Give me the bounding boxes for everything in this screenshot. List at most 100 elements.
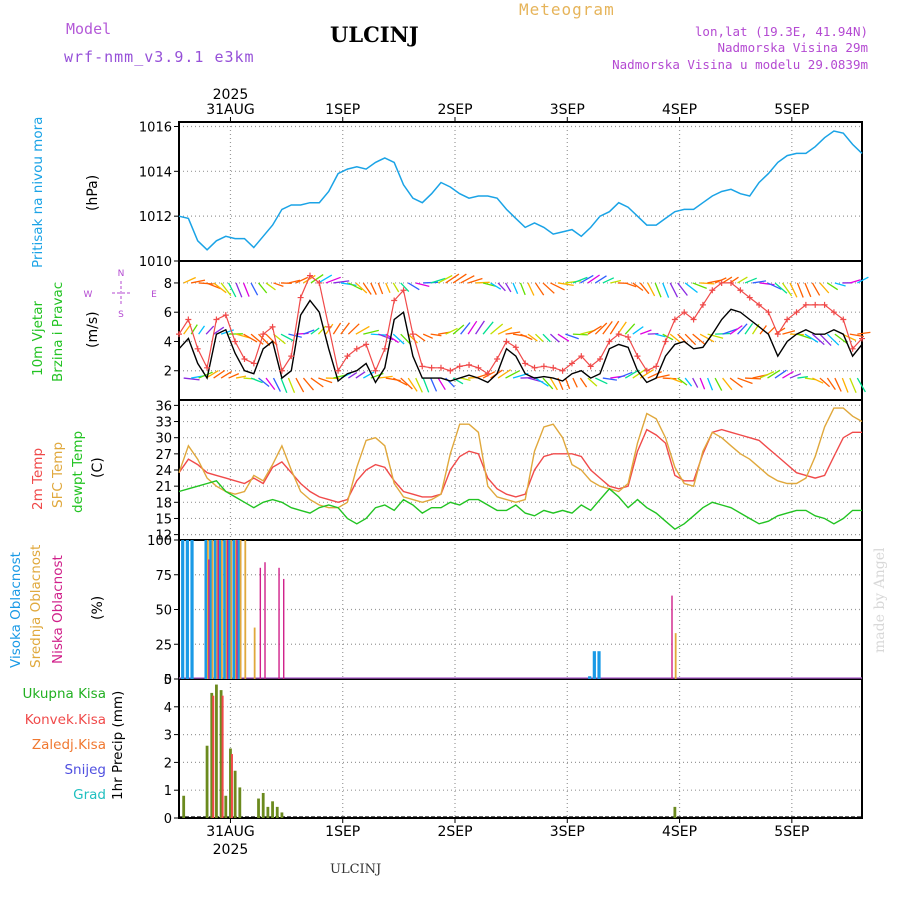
wind-barb xyxy=(242,282,250,297)
wind-barb xyxy=(467,320,478,335)
wind-barb xyxy=(647,371,662,379)
cloud-bar xyxy=(223,540,227,679)
wind-barb xyxy=(332,322,342,335)
wind-gust-marker xyxy=(662,338,669,345)
wind-gust-marker xyxy=(728,279,735,286)
cloud-bar xyxy=(592,651,596,679)
y-tick-label: 2 xyxy=(164,756,172,771)
cloud-bar xyxy=(221,540,223,679)
model-label: Model xyxy=(66,20,112,38)
wind-barb xyxy=(774,282,788,294)
precip-total-bar xyxy=(280,812,284,818)
wind-gust-marker xyxy=(437,364,444,371)
wind-barb xyxy=(841,377,849,393)
y-tick-label: 18 xyxy=(155,496,172,511)
wind-barb xyxy=(490,323,504,335)
wind-barb xyxy=(587,325,602,335)
year-label-bottom: 2025 xyxy=(213,842,249,858)
wind-barb xyxy=(654,282,662,298)
wind-barb xyxy=(714,377,723,391)
wind-barb xyxy=(392,377,408,386)
precip-total-bar xyxy=(229,748,232,818)
cloud-bar xyxy=(216,540,219,679)
precip-legend-frozen: Zaledj.Kisa xyxy=(31,737,106,753)
wind-barb xyxy=(550,282,565,291)
wind-barb xyxy=(789,373,802,379)
wind-barb xyxy=(310,377,324,388)
pressure-line xyxy=(178,130,863,251)
wind-barb xyxy=(437,377,446,391)
y-tick-label: 8 xyxy=(164,277,172,292)
wind-barb xyxy=(580,274,594,284)
wind-barb xyxy=(400,377,413,390)
date-label-bottom: 3SEP xyxy=(550,824,585,840)
y-tick-label: 3 xyxy=(164,729,172,744)
cloud-bar xyxy=(236,540,238,679)
wind-gust-marker xyxy=(802,301,809,308)
wind-gust-marker xyxy=(363,341,370,348)
wind-barb xyxy=(452,324,465,335)
wind-barb xyxy=(250,282,259,296)
wind-barb xyxy=(422,377,430,393)
wind-barb xyxy=(333,374,346,379)
wind-gust-marker xyxy=(550,364,557,371)
wind-barb xyxy=(355,325,370,335)
wind-speed-line xyxy=(178,299,863,384)
compass-letter: S xyxy=(118,310,124,320)
wind-barb xyxy=(804,333,819,343)
temp-sfc-line xyxy=(178,407,863,509)
wind-barb xyxy=(602,321,613,335)
wind-barb xyxy=(198,325,206,335)
wind-barb xyxy=(407,333,418,344)
wind-gust-marker xyxy=(681,309,688,316)
wind-gust-marker xyxy=(830,309,837,316)
wind-gust-marker xyxy=(531,364,538,371)
wind-barb xyxy=(205,282,221,290)
date-label-top: 1SEP xyxy=(325,102,360,118)
wind-gust-marker xyxy=(372,367,379,374)
wind-barb xyxy=(692,282,707,290)
wind-barb xyxy=(714,277,727,284)
cloud-bar xyxy=(588,676,592,679)
wind-barb xyxy=(475,281,490,284)
date-label-top: 3SEP xyxy=(550,102,585,118)
wind-barb xyxy=(624,369,640,379)
y-tick-label: 15 xyxy=(155,512,172,527)
wind-barb xyxy=(602,277,615,284)
wind-barb xyxy=(497,282,506,292)
wind-gust-marker xyxy=(194,345,201,352)
wind-gust-marker xyxy=(634,353,641,360)
wind-gust-marker xyxy=(568,360,575,367)
wind-barb xyxy=(258,333,271,346)
precip-total-bar xyxy=(257,798,260,818)
wind-barb xyxy=(565,333,579,340)
wind-barb xyxy=(265,282,276,291)
wind-gust-marker xyxy=(456,363,463,370)
cloud-bar xyxy=(185,540,189,679)
wind-barb xyxy=(781,282,793,297)
year-label-top: 2025 xyxy=(213,87,249,103)
wind-gust-marker xyxy=(250,360,257,367)
wind-barb xyxy=(362,371,375,379)
wind-gust-marker xyxy=(559,367,566,374)
wind-barb xyxy=(819,282,830,294)
wind-barb xyxy=(355,282,368,294)
wind-barb xyxy=(640,329,652,335)
wind-barb xyxy=(610,279,622,284)
wind-gust-marker xyxy=(316,279,323,286)
wind-barb xyxy=(333,280,350,284)
precip-total-bar xyxy=(673,806,677,818)
wind-gust-marker xyxy=(699,301,706,308)
wind-barb xyxy=(213,326,225,335)
station-title: ULCINJ xyxy=(330,22,419,47)
wind-gust-marker xyxy=(185,316,192,323)
y-tick-label: 24 xyxy=(155,464,172,479)
date-label-bottom: 5SEP xyxy=(774,824,809,840)
wind-gust-marker xyxy=(344,353,351,360)
wind-barb xyxy=(265,377,276,390)
wind-barb xyxy=(505,331,521,335)
wind-barb xyxy=(542,282,555,294)
meteogram-title: Meteogram xyxy=(519,0,615,19)
lonlat-info: lon,lat (19.3E, 41.94N) xyxy=(694,24,868,39)
wind-barb xyxy=(572,377,578,388)
